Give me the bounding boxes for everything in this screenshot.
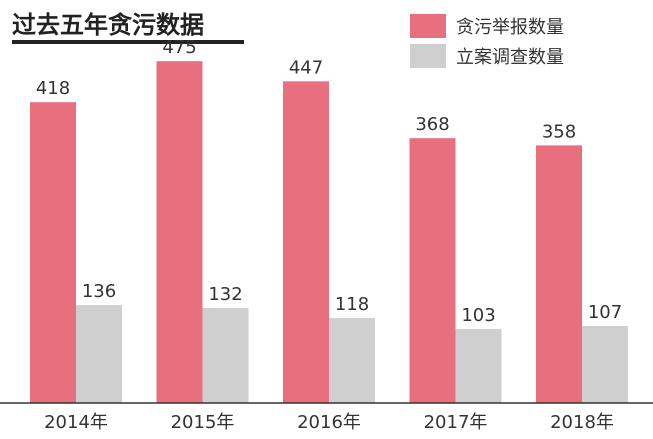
bar-investigations-4 <box>582 325 628 403</box>
legend: 贪污举报数量 立案调查数量 <box>410 14 564 68</box>
value-label-investigations-0: 136 <box>82 281 116 302</box>
value-label-complaints-2: 447 <box>289 57 323 78</box>
title-underline <box>12 40 244 44</box>
value-label-investigations-3: 103 <box>461 305 495 326</box>
x-tick-label-2: 2016年 <box>297 412 361 433</box>
value-label-investigations-4: 107 <box>588 302 622 323</box>
legend-swatch-investigations <box>410 44 446 68</box>
chart-title: 过去五年贪污数据 <box>12 11 204 39</box>
x-tick-label-3: 2017年 <box>424 412 488 433</box>
legend-label-investigations: 立案调查数量 <box>456 47 564 68</box>
value-label-complaints-1: 475 <box>162 37 196 58</box>
x-tick-label-4: 2018年 <box>550 412 614 433</box>
x-tick-label-1: 2015年 <box>171 412 235 433</box>
bar-investigations-0 <box>76 305 122 403</box>
bar-complaints-4 <box>536 145 582 403</box>
bar-complaints-0 <box>30 102 76 404</box>
value-label-investigations-2: 118 <box>335 294 369 315</box>
value-label-investigations-1: 132 <box>208 284 242 305</box>
bar-investigations-3 <box>455 328 502 403</box>
value-label-complaints-0: 418 <box>36 78 70 99</box>
legend-swatch-complaints <box>410 14 446 38</box>
bar-investigations-1 <box>202 308 249 403</box>
x-tick-label-0: 2014年 <box>44 412 108 433</box>
plot-area: 418 136 2014年 475 132 2015年 447 118 2016年 368 103 2… <box>30 37 628 433</box>
legend-label-complaints: 贪污举报数量 <box>456 17 564 38</box>
bar-complaints-3 <box>409 138 456 403</box>
bar-investigations-2 <box>329 318 375 403</box>
value-label-complaints-3: 368 <box>415 114 449 135</box>
value-label-complaints-4: 358 <box>542 121 576 142</box>
bar-complaints-1 <box>156 61 203 403</box>
bar-complaints-2 <box>283 81 329 403</box>
